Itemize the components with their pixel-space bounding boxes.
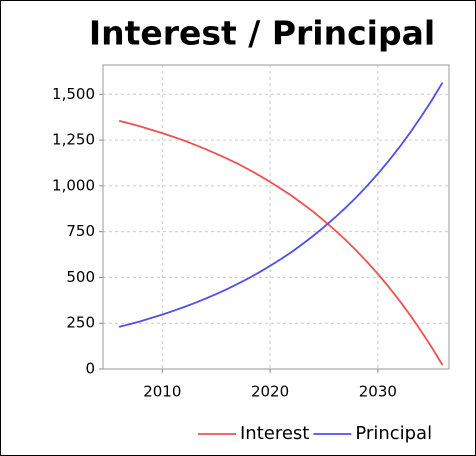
legend-label: Principal [355,423,432,444]
series-line [118,119,444,366]
y-tick-label: 1,500 [52,85,95,103]
y-tick-label: 750 [66,222,95,240]
plot-frame [102,64,450,370]
y-tick-label: 1,250 [52,131,95,149]
y-tick-label: 250 [66,314,95,332]
legend-label: Interest [240,423,309,444]
x-tick-label: 2010 [143,383,181,401]
x-tick-label: 2030 [359,383,397,401]
y-tick-label: 0 [85,360,95,378]
series-line [118,82,444,328]
chart-title: Interest / Principal [89,14,435,53]
y-tick-label: 500 [66,268,95,286]
y-tick-label: 1,000 [52,176,95,194]
x-tick-label: 2020 [251,383,289,401]
